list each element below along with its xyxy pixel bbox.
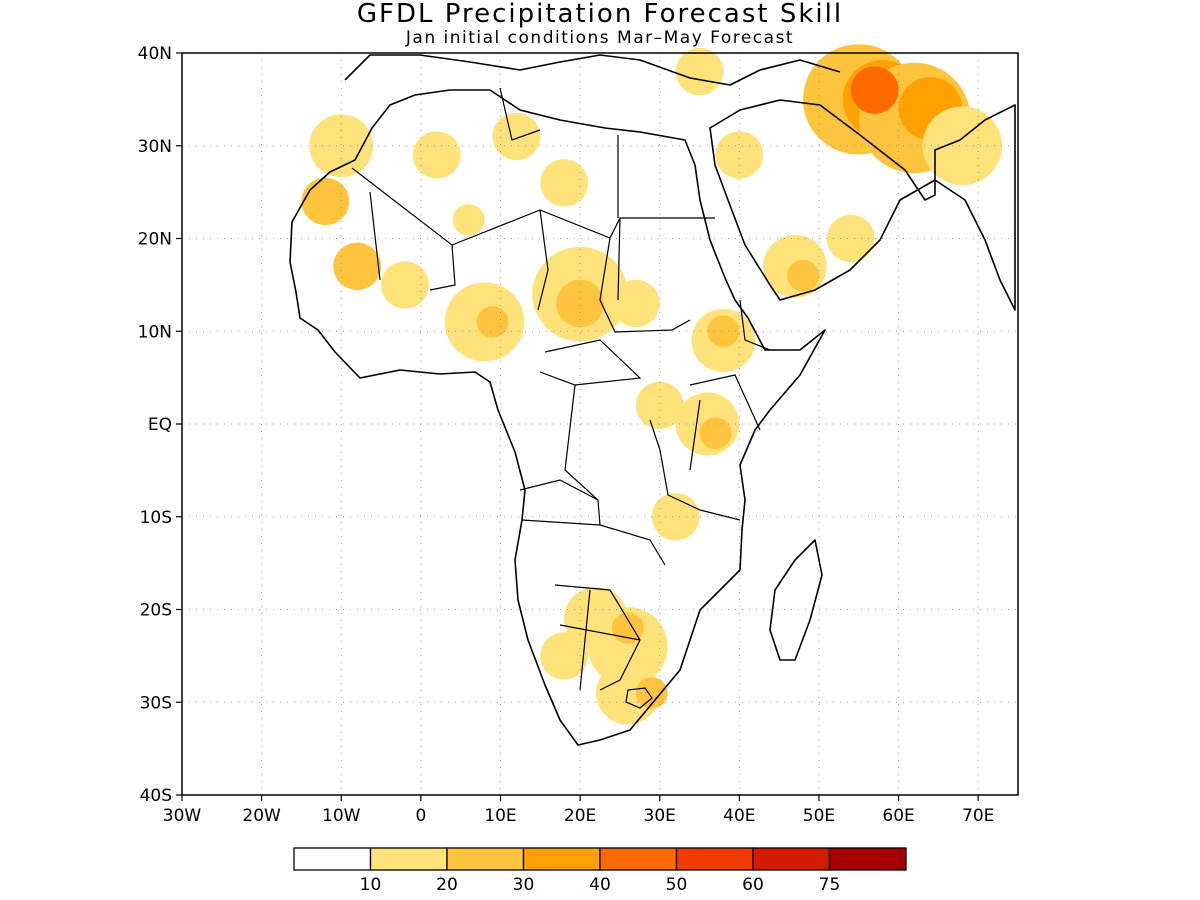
x-tick-label: 20E [564,806,596,826]
map-subtitle: Jan initial conditions Mar–May Forecast [405,28,795,48]
colorbar-label: 10 [360,875,382,895]
skill-region-3 [333,242,382,290]
x-tick-label: 70E [962,806,994,826]
skill-region-2 [301,177,350,226]
skill-region-17 [699,417,732,450]
y-tick-label: 10N [138,322,172,342]
x-axis-ticks: 30W 20W 10W 0 10E 20E 30E 40E 50E 60E 70E [163,795,994,826]
madagascar-coastline [769,539,823,661]
x-tick-label: 60E [882,806,914,826]
x-tick-label: 10E [484,806,516,826]
colorbar-label: 40 [589,875,611,895]
skill-region-18 [651,493,700,541]
colorbar-swatch [599,847,678,871]
colorbar-swatch [293,847,372,871]
y-tick-label: 20S [140,601,172,621]
skill-region-25 [715,131,764,179]
skill-region-27 [787,259,819,292]
skill-region-7 [452,204,485,236]
lesotho-outline [625,687,653,709]
colorbar-label: 20 [436,875,458,895]
y-tick-label: 40S [140,786,172,806]
x-tick-label: 30W [163,806,202,826]
skill-region-34 [850,66,899,114]
colorbar-label: 50 [666,875,688,895]
skill-region-0 [309,114,374,178]
border-lines [351,87,771,691]
skill-region-5 [492,112,541,161]
x-tick-label: 10W [322,806,361,826]
y-tick-label: 10S [140,508,172,528]
x-tick-label: 40E [723,806,755,826]
x-tick-label: 30E [644,806,676,826]
colorbar-swatch [828,847,907,871]
skill-region-1 [412,131,461,179]
skill-region-24 [635,677,668,709]
colorbar-label: 75 [819,875,841,895]
africa-coastline [289,89,826,746]
skill-region-12 [611,279,660,328]
skill-region-33 [922,106,1003,186]
skill-region-4 [381,261,429,309]
map-title: GFDL Precipitation Forecast Skill [356,0,844,29]
skill-region-9 [556,279,604,328]
europe-coastline [344,54,841,86]
x-tick-label: 50E [803,806,835,826]
grid-lines [182,53,1018,795]
colorbar-label: 60 [742,875,764,895]
y-tick-label: 40N [138,44,172,64]
y-tick-label: 20N [138,230,172,250]
country-borders [351,87,771,709]
colorbar-swatch [522,847,601,871]
y-tick-label: 30S [140,693,172,713]
colorbar-swatch [675,847,754,871]
coastlines [289,54,1016,746]
colorbar: 10 20 30 40 50 60 75 [293,847,907,895]
skill-region-22 [540,632,589,680]
skill-region-28 [826,214,875,263]
y-tick-label: EQ [148,415,172,435]
skill-region-20 [588,607,668,687]
skill-region-11 [476,306,509,338]
y-tick-label: 30N [138,137,172,157]
skill-region-35 [675,47,724,96]
colorbar-label: 30 [513,875,535,895]
skill-region-14 [707,315,740,348]
x-tick-label: 20W [242,806,281,826]
colorbar-swatch [446,847,525,871]
y-axis-ticks: 40N 30N 20N 10N EQ 10S 20S 30S 40S [138,44,182,806]
skill-region-15 [635,381,684,430]
x-tick-label: 0 [415,806,426,826]
colorbar-swatch [752,847,831,871]
skill-region-6 [540,159,589,207]
arabia-coastline [709,99,1016,311]
colorbar-swatch [369,847,448,871]
